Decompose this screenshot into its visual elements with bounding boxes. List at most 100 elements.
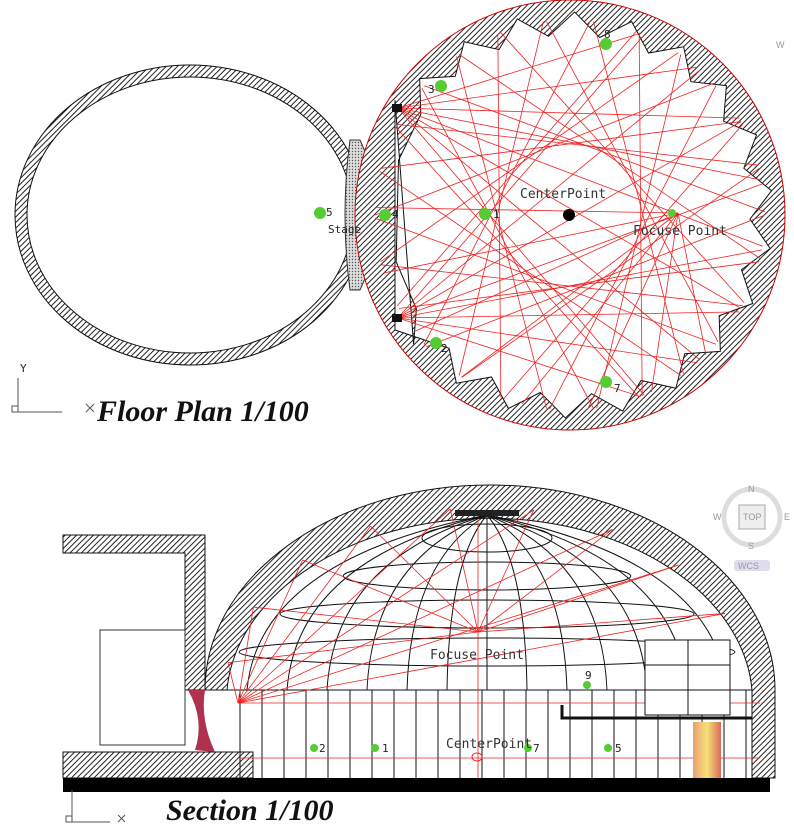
speaker (392, 104, 402, 112)
line (397, 107, 762, 181)
viewcube-south[interactable]: S (748, 541, 754, 551)
balcony (560, 705, 752, 720)
line (397, 317, 698, 364)
viewcube[interactable]: N W TOP E S WCS (713, 484, 790, 571)
rib (486, 514, 568, 691)
line (375, 207, 679, 214)
speaker (392, 314, 402, 322)
line (227, 662, 239, 704)
label: 7 (533, 742, 540, 755)
label: 5 (326, 206, 333, 219)
drawing-title: Floor Plan 1/100 (96, 395, 309, 428)
viewcube-east[interactable]: E (784, 512, 790, 522)
wcs-label[interactable]: WCS (738, 561, 759, 571)
line (397, 123, 759, 166)
line (503, 124, 743, 399)
dome-shell (204, 484, 776, 779)
label: CenterPoint (520, 187, 606, 202)
line (380, 52, 679, 262)
center-point (563, 209, 575, 221)
viewcube-face[interactable] (738, 504, 766, 530)
line (477, 564, 679, 633)
line (237, 607, 254, 704)
line (397, 107, 740, 119)
line (397, 107, 701, 361)
line (237, 564, 679, 704)
line (397, 317, 641, 398)
viewcube-fragment: W (776, 40, 785, 50)
curtain (188, 690, 215, 752)
line (397, 107, 742, 309)
room (99, 629, 186, 746)
viewcube-north[interactable]: N (748, 484, 755, 494)
label: 4 (392, 208, 399, 221)
rib (366, 514, 488, 691)
line (374, 217, 717, 345)
viewcube-top[interactable]: TOP (743, 512, 761, 522)
rib (286, 514, 488, 691)
line (546, 21, 719, 343)
label: Stage (328, 223, 361, 236)
line (521, 212, 679, 405)
viewcube-west[interactable]: W (713, 512, 722, 522)
section: Focuse Point CenterPoint 9 2 1 7 5 Secti… (62, 484, 776, 827)
window-grid (645, 640, 730, 715)
line (413, 212, 679, 333)
sound-rays (374, 20, 766, 410)
line (380, 121, 742, 169)
rib (486, 514, 528, 691)
label: Focuse Point (633, 224, 727, 239)
rib (246, 514, 488, 691)
drawing-title: Section 1/100 (166, 794, 334, 827)
markers (310, 681, 612, 752)
ucs-icon (11, 378, 95, 413)
line (397, 69, 701, 319)
line (477, 509, 535, 633)
line (379, 171, 681, 376)
line (596, 54, 682, 409)
markers (314, 38, 676, 388)
ucs-icon (65, 790, 126, 823)
line (397, 107, 645, 396)
line (397, 34, 645, 319)
label: 8 (604, 28, 611, 41)
label: 3 (428, 83, 435, 96)
rib (486, 514, 648, 691)
line (397, 311, 740, 319)
line (397, 107, 763, 247)
line (397, 183, 763, 319)
axis-label: Y (20, 362, 27, 375)
line (237, 525, 371, 704)
line (383, 212, 679, 274)
wcs-button[interactable] (734, 560, 770, 571)
line (477, 613, 726, 633)
line (397, 249, 762, 319)
line (397, 32, 641, 109)
rib (406, 514, 488, 691)
line (397, 66, 698, 109)
rib (446, 514, 488, 691)
line (370, 525, 479, 633)
line (395, 126, 640, 398)
line (237, 559, 303, 704)
line (677, 212, 707, 355)
line (381, 264, 743, 307)
line (449, 508, 479, 633)
line (423, 85, 766, 213)
floor-slab (63, 778, 770, 792)
line (421, 87, 594, 409)
label: 5 (615, 742, 622, 755)
label: CenterPoint (446, 737, 532, 752)
floor-plan: 8 3 5 Stage 4 1 CenterPoint Focuse Point… (11, 0, 786, 431)
line (237, 613, 726, 704)
hall-inner (26, 76, 354, 354)
line (638, 32, 643, 397)
line (237, 508, 451, 704)
line (651, 212, 679, 393)
line (227, 631, 479, 664)
line (237, 509, 534, 704)
platform (62, 751, 254, 779)
line (459, 54, 761, 259)
line (461, 212, 679, 378)
